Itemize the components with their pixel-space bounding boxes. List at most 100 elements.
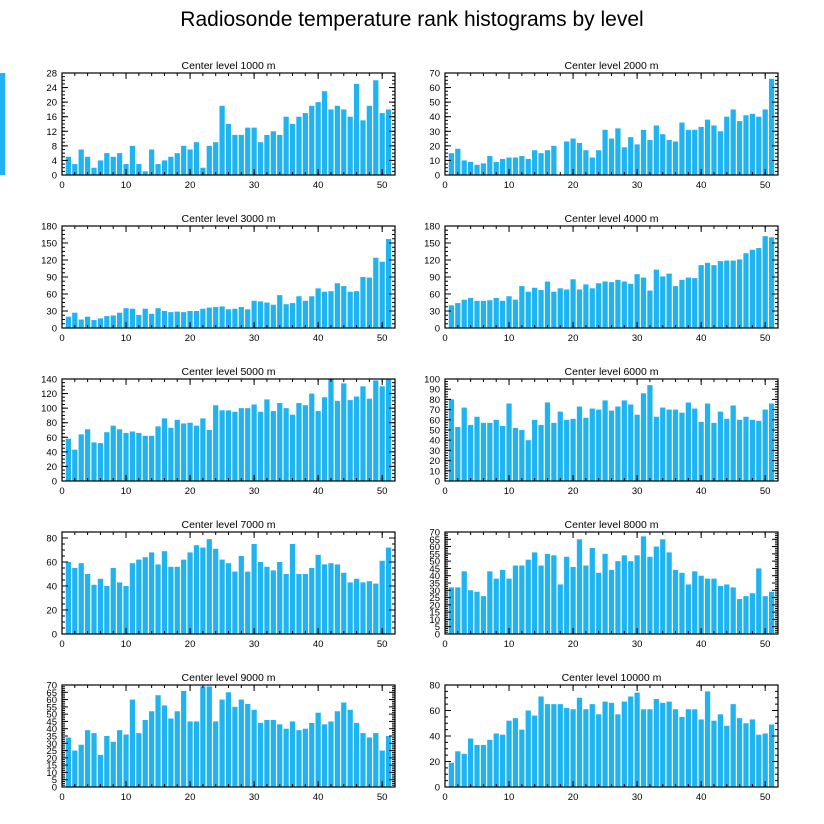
histogram-bar — [187, 721, 193, 787]
histogram-bar — [736, 419, 743, 481]
histogram-bar — [360, 386, 366, 481]
histogram-bar — [717, 411, 723, 481]
histogram-bar — [168, 566, 174, 634]
y-tick-label: 100 — [41, 404, 57, 415]
histogram-bar — [321, 564, 328, 634]
x-tick-label: 20 — [568, 180, 579, 191]
histogram-bar — [334, 400, 340, 481]
histogram-bar — [385, 547, 392, 634]
histogram-bar — [506, 720, 512, 787]
histogram-bar — [341, 572, 347, 634]
histogram-bar — [193, 142, 200, 175]
histogram-bar — [219, 105, 225, 175]
histogram-bar — [634, 555, 640, 634]
y-tick-label: 40 — [429, 436, 440, 447]
x-tick-label: 0 — [442, 639, 447, 650]
histogram-bar — [653, 416, 659, 481]
histogram-bar — [136, 164, 142, 175]
histogram-bar — [193, 311, 200, 328]
histogram-bar — [155, 164, 161, 175]
y-tick-label: 65 — [429, 535, 440, 546]
histogram-bar — [328, 563, 334, 634]
histogram-bar — [512, 157, 519, 175]
histogram-bar — [84, 730, 91, 787]
histogram-bar — [129, 145, 136, 175]
histogram-bar — [117, 312, 123, 328]
histogram-bar — [653, 125, 659, 175]
y-tick-label: 100 — [424, 375, 440, 386]
histogram-bar — [704, 403, 711, 481]
x-tick-label: 50 — [377, 486, 388, 497]
histogram-bar — [608, 569, 615, 634]
y-tick-label: 60 — [46, 695, 57, 706]
histogram-bar — [768, 591, 775, 634]
histogram-bar — [84, 316, 91, 328]
histogram-bar — [570, 566, 576, 634]
histogram-bar — [84, 156, 91, 175]
histogram-bar — [213, 142, 219, 175]
histogram-bar — [666, 273, 672, 328]
y-tick-label: 30 — [46, 307, 57, 318]
histogram-bar — [206, 686, 212, 787]
y-tick-label: 140 — [41, 375, 57, 386]
y-tick-label: 70 — [429, 528, 440, 539]
histogram-bar — [289, 124, 296, 175]
y-tick-label: 25 — [46, 746, 57, 757]
histogram-bar — [602, 129, 608, 175]
histogram-bar — [200, 167, 206, 175]
histogram-bar — [302, 113, 308, 175]
histogram-bar — [161, 311, 168, 328]
histogram-bar — [596, 572, 602, 634]
histogram-bar — [104, 736, 110, 787]
y-tick-label: 120 — [424, 256, 440, 267]
histogram-bar — [640, 277, 647, 328]
histogram-bar — [461, 753, 467, 787]
histogram-bar — [277, 562, 283, 634]
histogram-bar — [551, 145, 557, 175]
histogram-bar — [455, 426, 461, 481]
histogram-bar — [672, 409, 679, 481]
y-tick-label: 0 — [435, 630, 440, 641]
histogram-bar — [698, 719, 704, 787]
histogram-bar — [347, 116, 353, 175]
histogram-bar — [347, 400, 353, 481]
histogram-bar — [749, 593, 756, 634]
histogram-bar — [467, 424, 474, 481]
histogram-bar — [321, 291, 328, 328]
histogram-bar — [621, 701, 627, 787]
x-tick-label: 10 — [504, 486, 515, 497]
histogram-bar — [698, 575, 704, 634]
histogram-bar — [341, 383, 347, 481]
histogram-bar — [219, 699, 225, 787]
histogram-bar — [493, 297, 499, 328]
histogram-bar — [615, 406, 621, 481]
histogram-bar — [653, 546, 659, 634]
histogram-bar — [238, 307, 244, 328]
histogram-bar — [149, 149, 155, 175]
histogram-bar — [347, 582, 353, 634]
histogram-bar — [583, 565, 589, 634]
histogram-bar — [576, 289, 583, 328]
histogram-bar — [487, 571, 493, 634]
histogram-bar — [65, 316, 72, 328]
histogram-bar — [91, 442, 97, 481]
histogram-bar — [551, 555, 557, 634]
histogram-bar — [72, 164, 78, 175]
histogram-bar — [104, 586, 110, 634]
y-tick-label: 16 — [46, 112, 57, 123]
y-tick-label: 60 — [429, 706, 440, 717]
histogram-bar — [692, 709, 698, 787]
histogram-bar — [334, 105, 340, 175]
y-tick-label: 25 — [429, 593, 440, 604]
x-tick-label: 0 — [59, 486, 64, 497]
histogram-bar — [461, 160, 467, 175]
y-tick-label: 0 — [435, 477, 440, 488]
x-tick-label: 0 — [59, 180, 64, 191]
histogram-bar — [762, 409, 768, 481]
histogram-bar — [480, 596, 487, 634]
histogram-bar — [564, 289, 570, 328]
histogram-bar — [328, 721, 334, 787]
histogram-bar — [640, 393, 647, 481]
histogram-bar — [251, 709, 257, 787]
x-tick-label: 10 — [504, 792, 515, 803]
